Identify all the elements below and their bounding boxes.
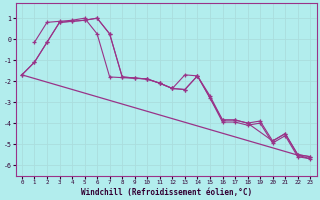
X-axis label: Windchill (Refroidissement éolien,°C): Windchill (Refroidissement éolien,°C) (81, 188, 252, 197)
